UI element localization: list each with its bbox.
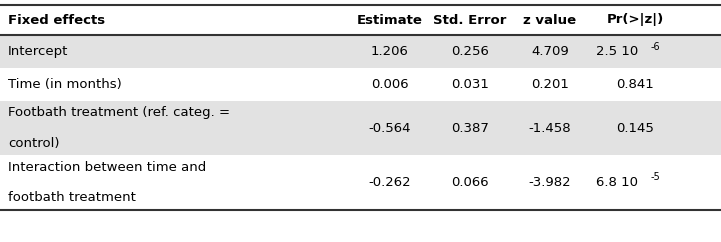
Text: 6.8 10: 6.8 10 [596, 176, 638, 189]
Text: 0.145: 0.145 [616, 121, 654, 135]
Text: 2.5 10: 2.5 10 [596, 45, 638, 58]
Text: 0.256: 0.256 [451, 45, 489, 58]
Text: -5: -5 [650, 173, 660, 182]
Text: Std. Error: Std. Error [433, 14, 507, 27]
Text: 0.006: 0.006 [371, 78, 409, 91]
Text: Fixed effects: Fixed effects [8, 14, 105, 27]
Text: -1.458: -1.458 [528, 121, 571, 135]
Text: -3.982: -3.982 [528, 176, 571, 189]
Text: -0.564: -0.564 [368, 121, 411, 135]
Bar [0, 101, 721, 155]
Text: control): control) [8, 137, 60, 150]
Text: 0.066: 0.066 [451, 176, 489, 189]
Text: 0.031: 0.031 [451, 78, 489, 91]
Text: 0.387: 0.387 [451, 121, 489, 135]
Text: footbath treatment: footbath treatment [8, 191, 136, 204]
Bar [0, 5, 721, 35]
Text: Interaction between time and: Interaction between time and [8, 161, 206, 174]
Text: 1.206: 1.206 [371, 45, 409, 58]
Bar [0, 68, 721, 101]
Text: 4.709: 4.709 [531, 45, 569, 58]
Text: Time (in months): Time (in months) [8, 78, 122, 91]
Text: -0.262: -0.262 [368, 176, 411, 189]
Text: Pr(>|z|): Pr(>|z|) [606, 14, 663, 27]
Text: Estimate: Estimate [357, 14, 423, 27]
Text: z value: z value [523, 14, 577, 27]
Text: Footbath treatment (ref. categ. =: Footbath treatment (ref. categ. = [8, 106, 230, 119]
Text: -6: -6 [650, 41, 660, 52]
Bar [0, 35, 721, 68]
Text: Intercept: Intercept [8, 45, 68, 58]
Bar [0, 155, 721, 210]
Text: 0.841: 0.841 [616, 78, 654, 91]
Text: 0.201: 0.201 [531, 78, 569, 91]
